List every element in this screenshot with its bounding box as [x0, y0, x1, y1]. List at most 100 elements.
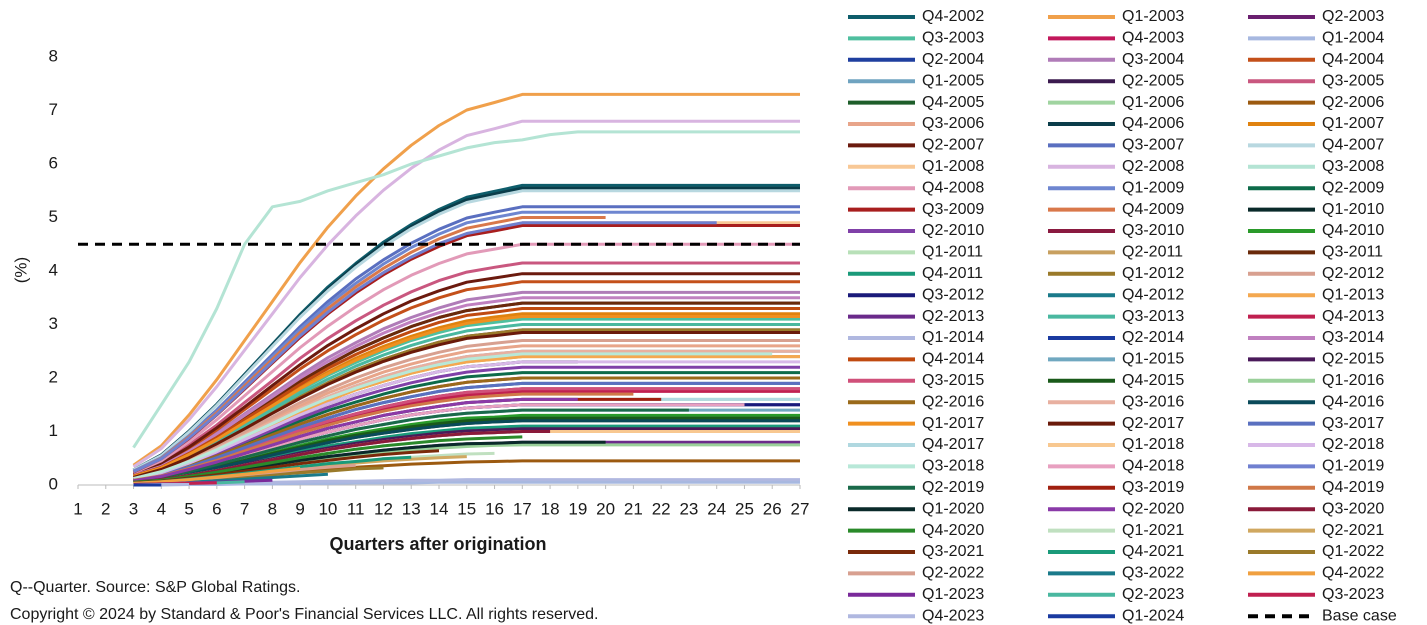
series-line: [133, 301, 800, 478]
series-line: [133, 307, 800, 478]
series-line: [133, 365, 800, 481]
legend-label: Q1-2008: [922, 158, 984, 175]
legend-label: Q3-2004: [1122, 51, 1184, 68]
series-line: [133, 296, 800, 477]
legend-label: Q1-2022: [1322, 543, 1384, 560]
legend-label: Q2-2015: [1322, 351, 1384, 368]
series-line: [133, 381, 800, 482]
legend-label: Q2-2013: [922, 308, 984, 325]
legend-label: Q1-2009: [1122, 179, 1184, 196]
legend-label: Q2-2014: [1122, 329, 1184, 346]
legend-label: Q3-2011: [1322, 244, 1383, 261]
x-tick-label: 20: [596, 499, 615, 518]
legend-label: Q2-2016: [922, 393, 984, 410]
series-line: [133, 360, 800, 481]
legend-label: Q4-2016: [1322, 393, 1384, 410]
x-tick-label: 9: [295, 499, 304, 518]
legend-label: Q3-2005: [1322, 72, 1384, 89]
legend-label: Q1-2010: [1322, 201, 1384, 218]
legend-label: Q1-2006: [1122, 94, 1184, 111]
series-line: [132, 92, 800, 467]
legend-label: Q2-2017: [1122, 415, 1184, 432]
series-line: [132, 119, 800, 469]
series-line: [132, 242, 800, 475]
legend-label: Q4-2005: [922, 94, 984, 111]
y-tick-label: 7: [49, 100, 58, 119]
x-tick-label: 14: [430, 499, 449, 518]
legend-label: Q4-2009: [1122, 201, 1184, 218]
legend-label: Q4-2014: [922, 351, 984, 368]
y-tick-label: 0: [49, 474, 58, 493]
legend-label: Q2-2021: [1322, 522, 1384, 539]
legend-label: Q2-2022: [922, 565, 984, 582]
legend-label: Q1-2018: [1122, 436, 1184, 453]
x-tick-label: 24: [707, 499, 726, 518]
legend-label: Q3-2016: [1122, 393, 1184, 410]
legend-label: Q3-2007: [1122, 137, 1184, 154]
legend-label: Q4-2006: [1122, 115, 1184, 132]
legend-label: Q1-2014: [922, 329, 984, 346]
legend-label: Q3-2022: [1122, 565, 1184, 582]
series-line: [133, 339, 800, 479]
legend-label: Q2-2019: [922, 479, 984, 496]
y-tick-label: 6: [49, 153, 58, 172]
series-line: [133, 397, 578, 483]
legend-label: Q1-2003: [1122, 8, 1184, 25]
legend-label: Q4-2020: [922, 522, 984, 539]
legend-label: Q1-2023: [922, 586, 984, 603]
legend-label: Q4-2017: [922, 436, 984, 453]
legend-label: Q3-2021: [922, 543, 984, 560]
y-tick-label: 5: [49, 207, 58, 226]
x-tick-label: 6: [212, 499, 221, 518]
legend-label: Q4-2011: [922, 265, 983, 282]
legend-label: Q1-2016: [1322, 372, 1384, 389]
legend-label: Q2-2020: [1122, 500, 1184, 517]
series-line: [133, 392, 634, 482]
x-tick-label: 7: [240, 499, 249, 518]
series-line: [133, 466, 301, 485]
legend-label: Q4-2012: [1122, 286, 1184, 303]
y-tick-label: 1: [49, 421, 58, 440]
legend-label: Q3-2015: [922, 372, 984, 389]
series-line: [133, 315, 800, 478]
x-axis-label: Quarters after origination: [329, 534, 546, 554]
x-tick-label: 4: [157, 499, 166, 518]
legend-label: Q3-2012: [922, 286, 984, 303]
legend-label: Q1-2024: [1122, 607, 1184, 624]
legend-label: Q2-2006: [1322, 94, 1384, 111]
legend-label: Q4-2004: [1322, 51, 1384, 68]
legend-label: Q1-2005: [922, 72, 984, 89]
x-tick-label: 18: [541, 499, 560, 518]
legend-label: Q4-2002: [922, 8, 984, 25]
y-tick-label: 3: [49, 314, 58, 333]
x-tick-label: 26: [763, 499, 782, 518]
series-line: [132, 221, 717, 473]
y-tick-label: 4: [49, 260, 58, 279]
series-line: [133, 352, 773, 481]
legend-label: Q3-2010: [1122, 222, 1184, 239]
legend-label: Base case: [1322, 607, 1397, 624]
x-tick-label: 13: [402, 499, 421, 518]
y-tick-label: 8: [49, 46, 58, 65]
legend-label: Q2-2008: [1122, 158, 1184, 175]
x-tick-label: 8: [268, 499, 277, 518]
series-line: [132, 210, 800, 473]
series-line: [133, 323, 800, 479]
legend-label: Q3-2019: [1122, 479, 1184, 496]
x-tick-label: 21: [624, 499, 643, 518]
legend-label: Q2-2004: [922, 51, 984, 68]
legend-label: Q1-2015: [1122, 351, 1184, 368]
x-tick-label: 5: [184, 499, 193, 518]
legend-label: Q1-2012: [1122, 265, 1184, 282]
legend-label: Q3-2013: [1122, 308, 1184, 325]
legend-label: Q2-2009: [1322, 179, 1384, 196]
x-tick-label: 3: [129, 499, 138, 518]
series-line: [133, 331, 800, 479]
legend-label: Q2-2005: [1122, 72, 1184, 89]
legend-label: Q3-2008: [1322, 158, 1384, 175]
legend-label: Q1-2013: [1322, 286, 1384, 303]
series-line: [133, 376, 800, 482]
series-line: [133, 435, 523, 484]
x-tick-label: 10: [318, 499, 337, 518]
x-tick-label: 25: [735, 499, 754, 518]
